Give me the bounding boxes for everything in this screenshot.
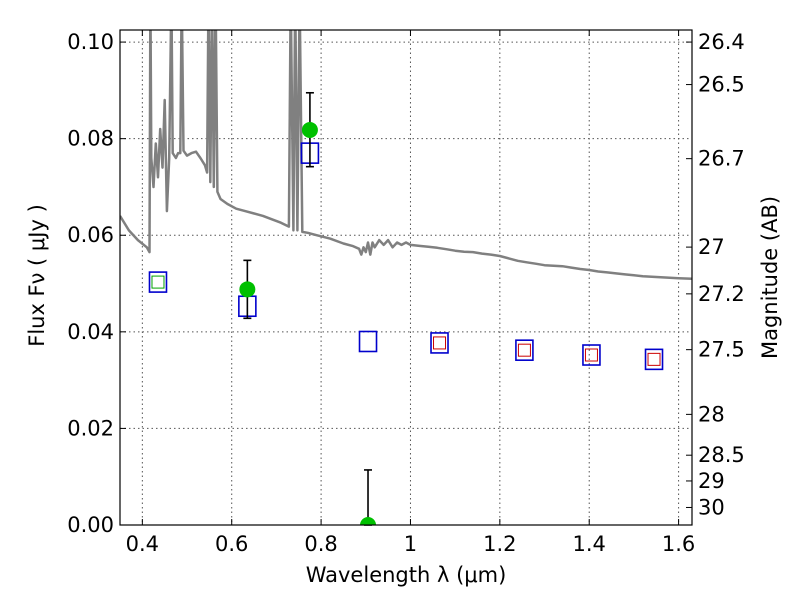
x-axis-label: Wavelength λ (μm) — [306, 563, 507, 587]
grid-lines — [120, 30, 692, 525]
model-box-inner — [517, 343, 531, 357]
right-axis-label: Magnitude (AB) — [758, 196, 782, 359]
x-tick-label: 1.4 — [573, 532, 606, 556]
plot-frame — [119, 29, 693, 526]
right-tick-label: 30 — [698, 495, 725, 519]
x-tick-label: 1.6 — [662, 532, 695, 556]
observed-point — [360, 517, 377, 525]
y-tick-label: 0.02 — [67, 416, 114, 440]
observed-point — [301, 121, 318, 138]
y-tick-label: 0.08 — [67, 127, 114, 151]
right-tick-label: 29 — [698, 469, 725, 493]
x-tick-label: 0.8 — [304, 532, 337, 556]
right-tick-label: 26.4 — [698, 30, 745, 54]
model-spectrum — [120, 30, 692, 280]
model-box-inner — [151, 275, 165, 289]
model-box — [148, 271, 168, 293]
model-box — [358, 330, 378, 353]
model-box — [430, 332, 449, 354]
y-tick-label: 0.10 — [67, 30, 114, 54]
right-tick-label: 27 — [698, 235, 725, 259]
model-box — [582, 344, 601, 366]
x-tick-label: 0.6 — [215, 532, 248, 556]
y-tick-label: 0.04 — [67, 320, 114, 344]
right-tick-label: 27.5 — [698, 338, 745, 362]
observed-point — [239, 281, 256, 298]
photometry-points — [148, 91, 664, 526]
model-box-inner — [433, 336, 447, 350]
model-box-inner — [647, 352, 661, 366]
right-tick-label: 26.7 — [698, 147, 745, 171]
x-tick-label: 1.2 — [483, 532, 516, 556]
x-tick-label: 0.4 — [126, 532, 159, 556]
model-box — [515, 339, 534, 361]
right-tick-label: 28 — [698, 402, 725, 426]
y-tick-label: 0.00 — [67, 513, 114, 537]
model-box-inner — [584, 348, 598, 362]
model-box — [644, 348, 664, 371]
y-axis-label: Flux Fν ( μJy ) — [25, 204, 49, 347]
right-tick-label: 26.5 — [698, 73, 745, 97]
axis-ticks: 0.4 0.6 0.8 1 1.2 1.4 1.6 0.00 0.02 0.04 0.06 0.08 0… — [67, 30, 745, 556]
right-tick-label: 27.2 — [698, 282, 745, 306]
right-tick-label: 28.5 — [698, 443, 745, 467]
x-tick-label: 1 — [404, 532, 417, 556]
y-tick-label: 0.06 — [67, 223, 114, 247]
spectrum-line — [120, 30, 692, 280]
